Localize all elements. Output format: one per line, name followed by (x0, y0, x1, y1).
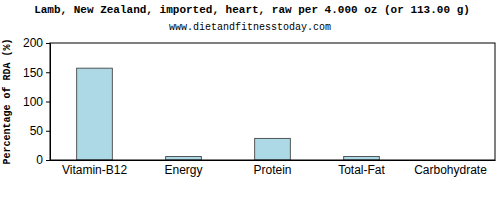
plot-frame (50, 43, 495, 160)
tick-label: 0 (36, 153, 43, 167)
tick-label: 50 (30, 124, 44, 138)
tick: 50 (30, 124, 50, 138)
tick-label: Energy (164, 163, 202, 177)
tick: 0 (36, 153, 50, 167)
tick-label: Vitamin-B12 (62, 163, 127, 177)
tick-mark (46, 72, 50, 73)
bar (77, 68, 113, 160)
bars (77, 68, 380, 160)
x-axis: Vitamin-B12 Energy Protein Total-Fat Carbohy… (51, 160, 496, 177)
y-axis-title: Percentage of RDA (%) (2, 38, 13, 164)
tick-mark (46, 131, 50, 132)
bar (344, 156, 380, 160)
tick-label: Carbohydrate (414, 163, 487, 177)
bar (255, 138, 291, 160)
tick-label: Total-Fat (338, 163, 385, 177)
chart: Lamb, New Zealand, imported, heart, raw … (0, 0, 500, 200)
tick: 150 (23, 66, 50, 80)
plot: 0 50 100 150 200 Vitamin-B12 Energy Protein Tota… (23, 36, 496, 176)
subtitle: www.dietandfitnesstoday.com (169, 22, 331, 33)
tick: Total-Fat (338, 160, 385, 177)
bar (166, 156, 202, 160)
tick-mark (46, 102, 50, 103)
tick: Protein (253, 160, 291, 177)
y-axis: 0 50 100 150 200 (23, 36, 51, 167)
tick: Energy (164, 160, 202, 177)
axis-line (51, 160, 496, 161)
tick: Carbohydrate (414, 160, 487, 177)
axis-line (46, 44, 51, 161)
title: Lamb, New Zealand, imported, heart, raw … (34, 4, 470, 16)
tick-mark (46, 43, 50, 44)
tick-label: 100 (23, 95, 43, 109)
tick-label: 200 (23, 36, 43, 50)
tick: 200 (23, 36, 50, 50)
tick: Vitamin-B12 (62, 160, 127, 177)
tick: 100 (23, 95, 50, 109)
tick-mark (46, 160, 50, 161)
tick-label: Protein (253, 163, 291, 177)
tick-label: 150 (23, 66, 43, 80)
